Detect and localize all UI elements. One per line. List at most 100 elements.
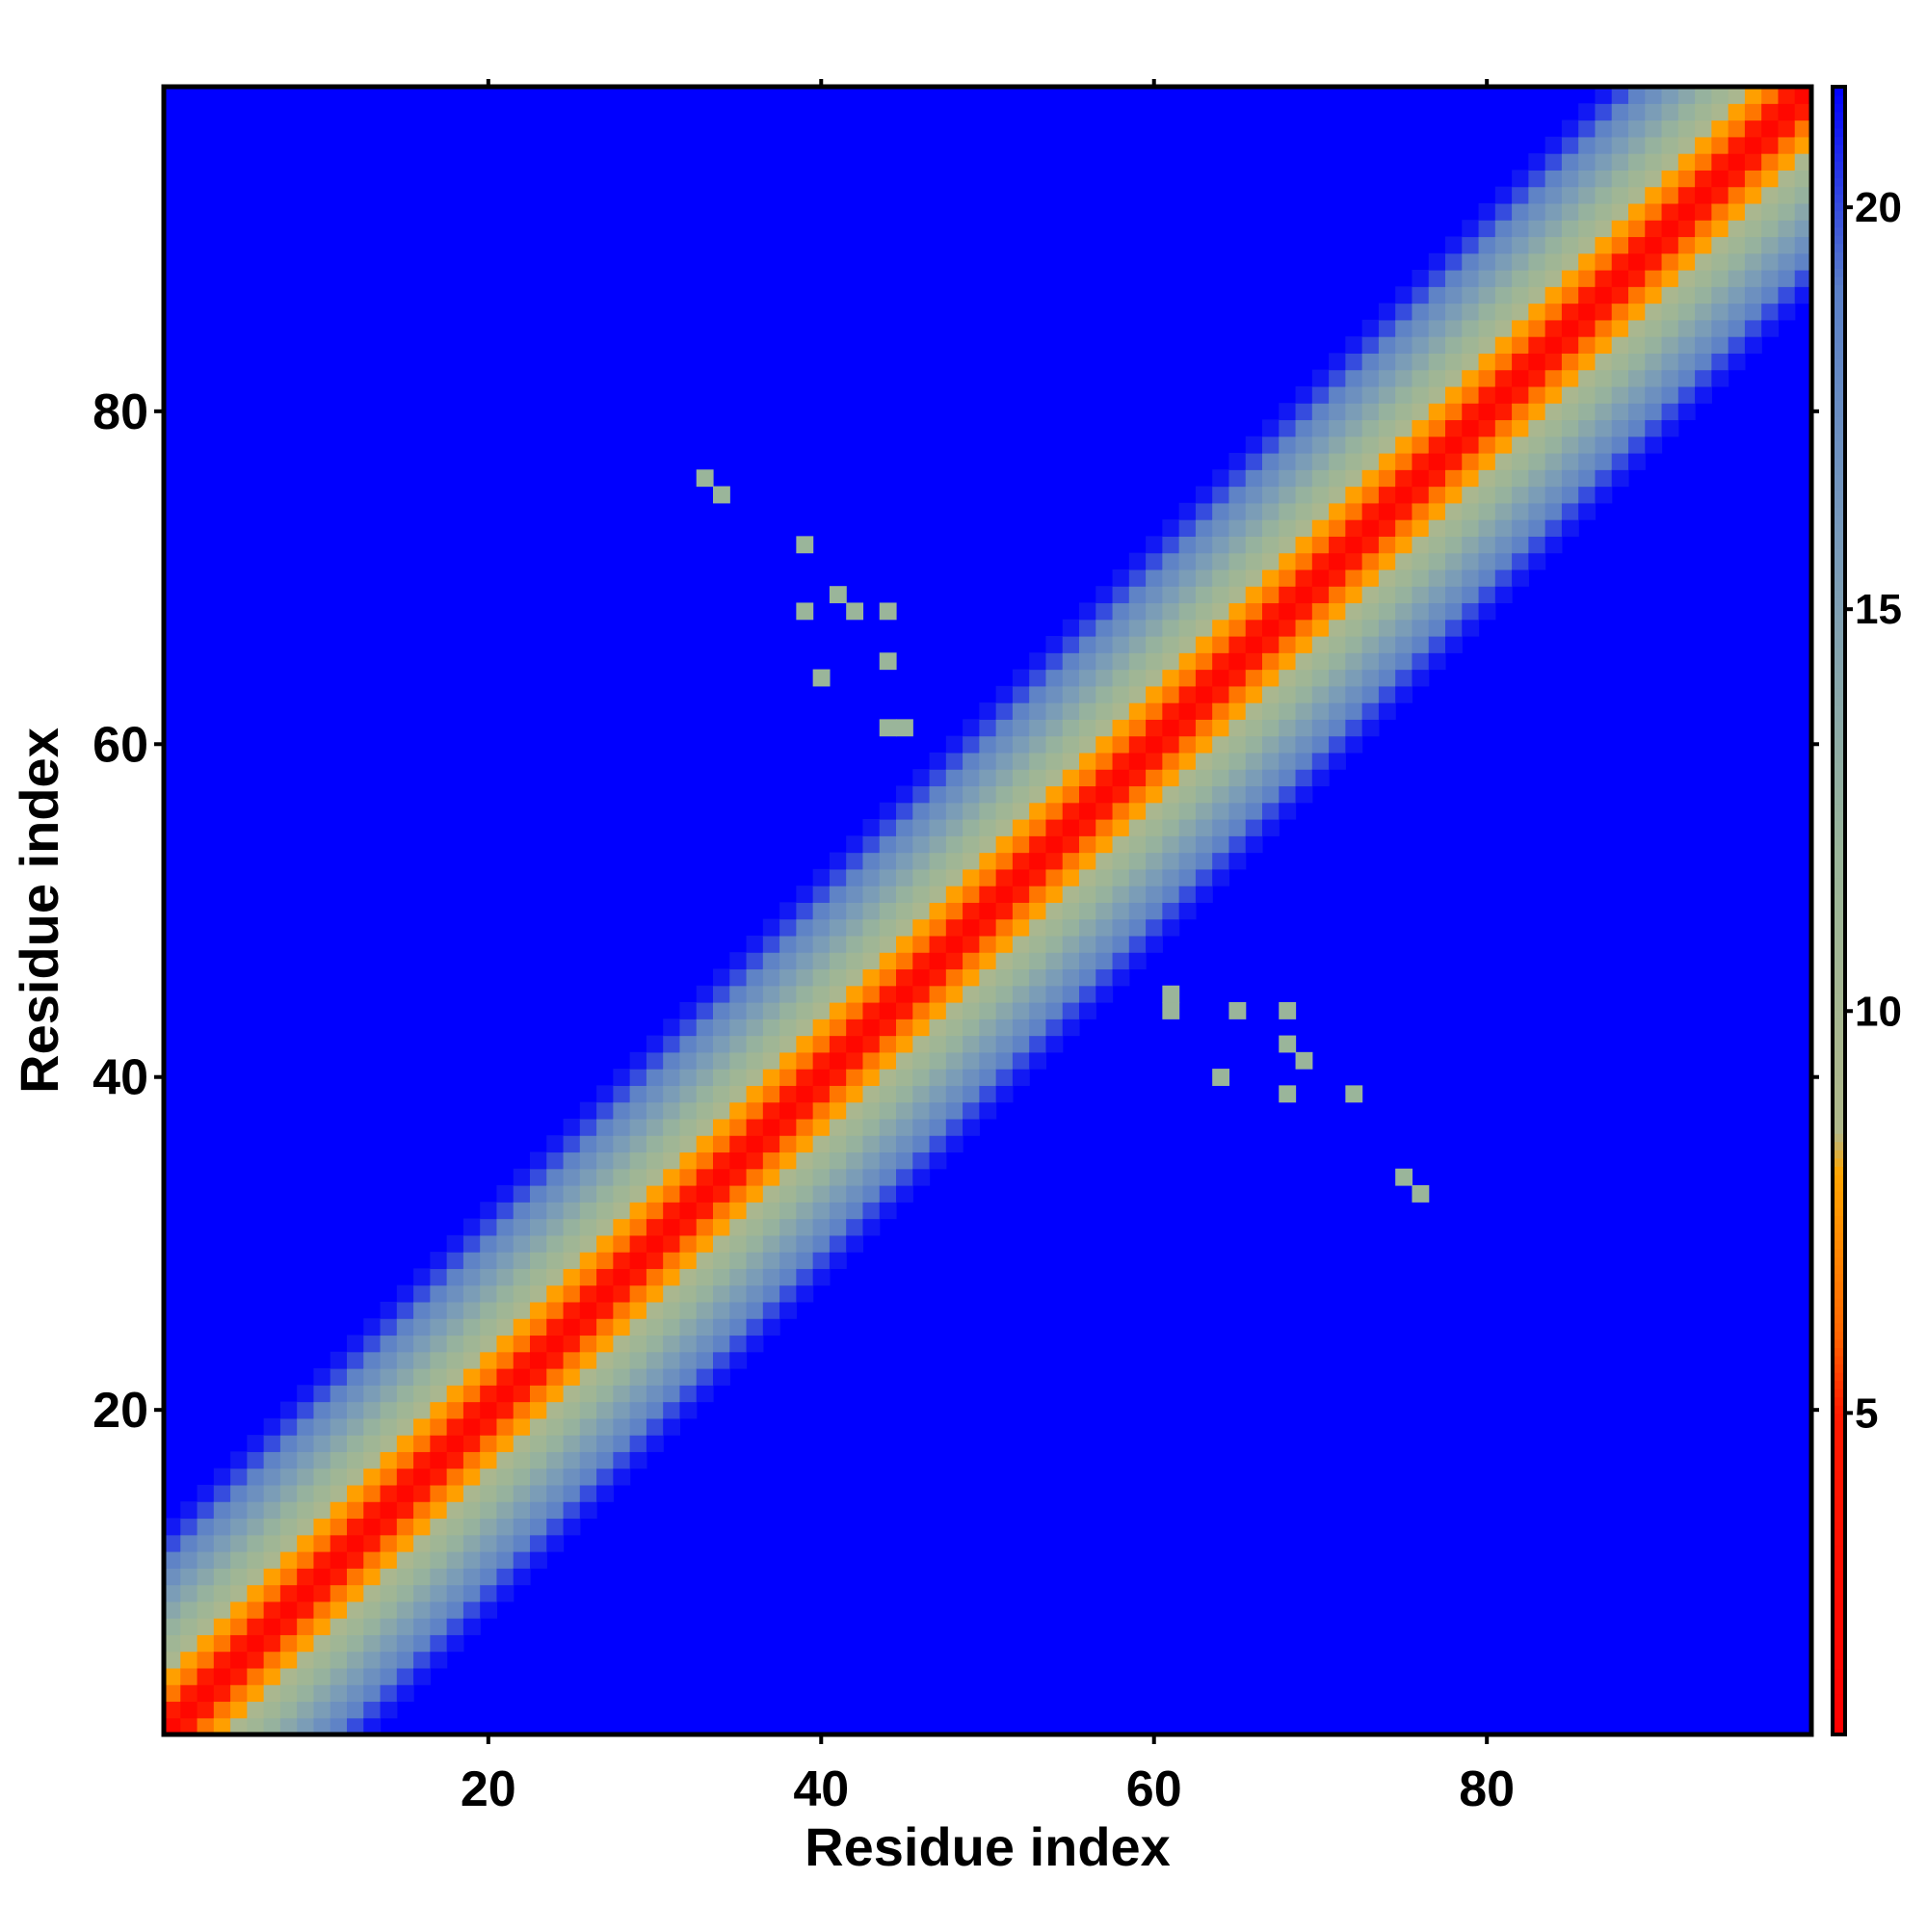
heatmap-cell — [430, 1335, 448, 1353]
heatmap-cell — [1645, 286, 1663, 304]
heatmap-cell — [180, 1584, 198, 1602]
heatmap-cell — [613, 1202, 631, 1220]
heatmap-cell — [496, 1568, 515, 1586]
heatmap-cell — [1029, 735, 1047, 754]
heatmap-cell — [995, 968, 1014, 987]
colorbar-segment — [1833, 1273, 1845, 1283]
heatmap-cell — [430, 1385, 448, 1403]
heatmap-cell — [496, 1551, 515, 1569]
heatmap-cell — [613, 1085, 631, 1103]
heatmap-cell — [480, 1202, 498, 1220]
heatmap-cell — [812, 1135, 831, 1153]
heatmap-cell — [663, 1069, 681, 1086]
y-axis-title: Residue index — [9, 728, 69, 1094]
heatmap-cell — [1295, 502, 1313, 520]
heatmap-cell — [1262, 769, 1280, 787]
heatmap-cell — [979, 868, 997, 887]
heatmap-cell — [263, 1701, 281, 1719]
heatmap-cell — [1395, 486, 1413, 504]
heatmap-cell — [629, 1202, 647, 1220]
heatmap-cell — [696, 1035, 714, 1053]
heatmap-cell — [496, 1202, 515, 1220]
heatmap-cell — [1178, 519, 1197, 537]
heatmap-cell — [1611, 403, 1629, 421]
heatmap-cell — [279, 1401, 298, 1419]
heatmap-cell — [363, 1468, 382, 1486]
heatmap-cell — [1295, 685, 1313, 703]
heatmap-cell — [1728, 336, 1746, 354]
heatmap-cell — [846, 1151, 864, 1170]
heatmap-cell — [1279, 1002, 1297, 1019]
heatmap-cell — [1595, 220, 1613, 238]
heatmap-cell — [1462, 486, 1480, 504]
heatmap-cell — [513, 1551, 531, 1569]
heatmap-cell — [629, 1118, 647, 1136]
heatmap-cell — [945, 918, 964, 937]
heatmap-cell — [929, 1069, 947, 1086]
heatmap-cell — [1561, 270, 1579, 287]
heatmap-cell — [180, 1634, 198, 1653]
colorbar-segment — [1833, 581, 1845, 591]
heatmap-cell — [1345, 419, 1363, 437]
heatmap-cell — [380, 1651, 398, 1669]
heatmap-cell — [1512, 552, 1529, 570]
heatmap-cell — [846, 1135, 864, 1153]
heatmap-cell — [629, 1417, 647, 1436]
heatmap-cell — [413, 1568, 431, 1586]
heatmap-cell — [1677, 170, 1696, 188]
heatmap-cell — [1329, 469, 1346, 488]
colorbar-segment — [1833, 1470, 1845, 1480]
heatmap-cell — [363, 1318, 382, 1337]
heatmap-cell — [679, 1151, 698, 1170]
heatmap-cell — [1711, 220, 1729, 238]
heatmap-cell — [829, 935, 847, 953]
heatmap-cell — [546, 1501, 565, 1520]
heatmap-cell — [929, 1002, 947, 1019]
heatmap-cell — [1112, 586, 1130, 604]
heatmap-cell — [1245, 785, 1263, 804]
heatmap-cell — [1262, 752, 1280, 770]
heatmap-cell — [1345, 403, 1363, 421]
heatmap-cell — [646, 1351, 664, 1369]
heatmap-cell — [929, 1135, 947, 1153]
heatmap-cell — [746, 1234, 764, 1253]
heatmap-cell — [363, 1335, 382, 1353]
heatmap-cell — [563, 1335, 581, 1353]
colorbar-segment — [1833, 391, 1845, 401]
heatmap-cell — [1561, 153, 1579, 171]
heatmap-cell — [796, 1185, 814, 1203]
heatmap-cell — [679, 1019, 698, 1037]
heatmap-cell — [1112, 886, 1130, 903]
heatmap-cell — [1478, 336, 1496, 354]
heatmap-cell — [1128, 868, 1147, 887]
heatmap-cell — [646, 1051, 664, 1070]
heatmap-cell — [1661, 419, 1679, 437]
heatmap-cell — [746, 1168, 764, 1186]
heatmap-cell — [1544, 486, 1563, 504]
heatmap-cell — [679, 1085, 698, 1103]
heatmap-cell — [629, 1218, 647, 1236]
heatmap-cell — [912, 1118, 931, 1136]
heatmap-cell — [796, 1085, 814, 1103]
heatmap-cell — [1195, 702, 1213, 720]
colorbar-segment — [1833, 1331, 1845, 1340]
heatmap-cell — [979, 935, 997, 953]
heatmap-cell — [1045, 785, 1064, 804]
heatmap-cell — [613, 1069, 631, 1086]
heatmap-cell — [1361, 419, 1380, 437]
heatmap-cell — [297, 1634, 315, 1653]
heatmap-cell — [1311, 536, 1330, 554]
heatmap-cell — [1728, 119, 1746, 138]
heatmap-cell — [963, 1118, 980, 1136]
heatmap-cell — [347, 1551, 364, 1569]
heatmap-cell — [696, 1085, 714, 1103]
colorbar-segment — [1833, 301, 1845, 310]
heatmap-cell — [696, 1234, 714, 1253]
heatmap-cell — [1162, 569, 1180, 587]
heatmap-cell — [1395, 319, 1413, 337]
heatmap-cell — [1661, 153, 1679, 171]
heatmap-cell — [496, 1417, 515, 1436]
heatmap-cell — [812, 952, 831, 970]
colorbar-segment — [1833, 1257, 1845, 1266]
heatmap-cell — [247, 1684, 265, 1703]
